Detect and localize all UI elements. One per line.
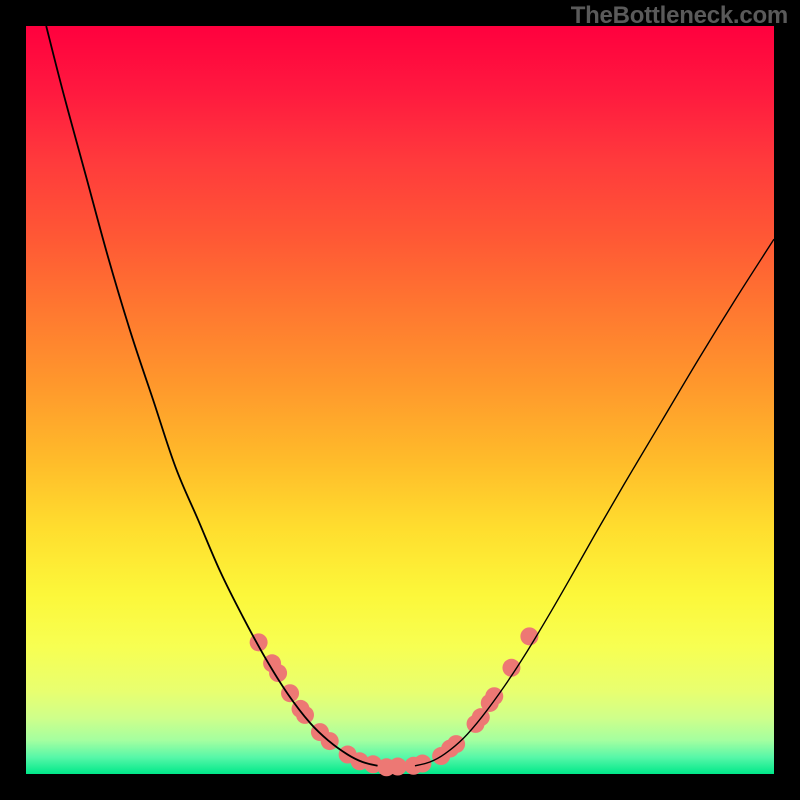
data-marker xyxy=(502,659,520,677)
watermark-text: TheBottleneck.com xyxy=(571,2,788,30)
left-bottleneck-curve xyxy=(46,26,377,766)
curve-plot xyxy=(0,0,800,800)
data-marker xyxy=(485,687,503,705)
right-bottleneck-curve xyxy=(415,239,774,766)
data-marker xyxy=(389,758,407,776)
